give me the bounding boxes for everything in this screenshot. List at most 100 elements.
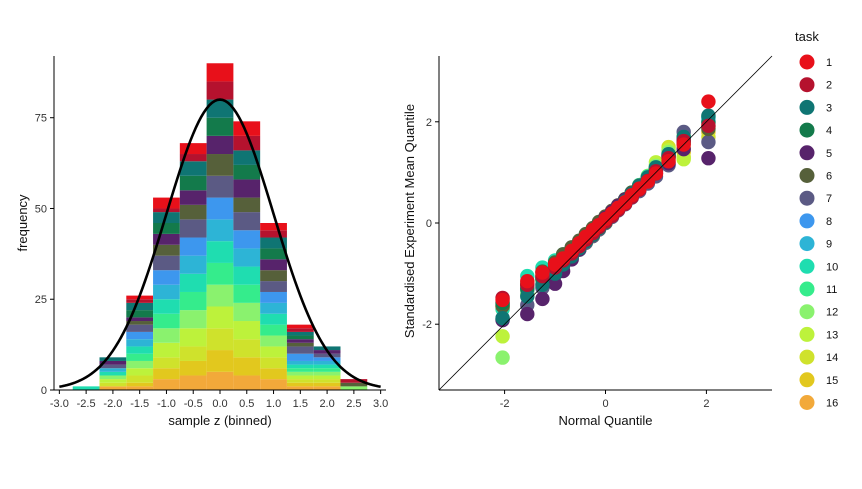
- histogram-bar-segment: [126, 324, 154, 332]
- legend-item: 4: [799, 122, 832, 138]
- histogram-bar-segment: [99, 382, 127, 387]
- histogram-bar-segment: [99, 375, 127, 380]
- legend-swatch: [799, 190, 815, 206]
- histogram-x-axis-title: sample z (binned): [168, 413, 271, 428]
- histogram-bar-segment: [313, 379, 341, 383]
- qq-point: [701, 134, 716, 150]
- histogram-bar-segment: [179, 190, 207, 205]
- legend-swatch: [799, 145, 815, 161]
- histogram-bar-segment: [126, 353, 154, 361]
- histogram-bar-segment: [233, 284, 261, 303]
- legend-label: 11: [826, 284, 837, 296]
- histogram-panel: -3.0 -2.5 -2.0 -1.5 -1.0 -0.5 0.0 0.5 1.0 1.5 2.0 2…: [15, 56, 388, 428]
- histogram-bar-segment: [179, 219, 207, 238]
- histogram-bar-segment: [99, 360, 127, 365]
- histogram-bar-segment: [286, 386, 314, 390]
- histogram-x-tick-label: 2.0: [319, 398, 334, 410]
- legend-label: 9: [826, 239, 832, 251]
- histogram-bar-segment: [286, 335, 314, 340]
- legend-item: 12: [799, 304, 838, 320]
- histogram-bar-segment: [179, 273, 207, 292]
- histogram-bar-segment: [126, 360, 154, 369]
- histogram-bar-segment: [286, 371, 314, 376]
- histogram-bar-segment: [313, 353, 341, 358]
- histogram-x-tick-label: -2.5: [77, 398, 96, 410]
- qq-x-tick-label: -2: [500, 398, 510, 410]
- histogram-y-ticks: 0 25 50 75: [35, 113, 54, 397]
- legend-label: 1: [826, 57, 832, 69]
- qq-point: [547, 276, 563, 291]
- histogram-bar-segment: [206, 241, 234, 263]
- legend-label: 15: [826, 375, 838, 387]
- histogram-bar-segment: [233, 179, 261, 198]
- qq-x-tick-label: 0: [602, 398, 608, 410]
- histogram-bar-segment: [153, 223, 180, 234]
- histogram-bar-segment: [260, 259, 287, 271]
- histogram-bars: [72, 63, 368, 390]
- qq-y-tick-label: 0: [426, 218, 432, 230]
- legend-item: 8: [799, 213, 832, 229]
- histogram-bar-segment: [153, 270, 180, 285]
- histogram-x-tick-label: -1.5: [130, 398, 149, 410]
- histogram-bar-segment: [286, 342, 314, 347]
- histogram-bar-segment: [179, 143, 207, 155]
- histogram-bar-segment: [233, 121, 261, 136]
- legend-label: 10: [826, 261, 838, 273]
- qq-point: [495, 350, 510, 365]
- histogram-bar-segment: [286, 353, 314, 361]
- histogram-bar-segment: [126, 339, 154, 347]
- histogram-bar-segment: [286, 379, 314, 383]
- qq-point: [495, 310, 510, 326]
- histogram-bar-segment: [233, 248, 261, 267]
- qq-point: [520, 306, 535, 322]
- qq-x-ticks: -2 0 2: [500, 390, 709, 410]
- histogram-bar-segment: [153, 342, 180, 358]
- qq-point: [661, 154, 676, 169]
- qq-y-tick-label: -2: [422, 319, 432, 331]
- histogram-bar-segment: [286, 328, 314, 332]
- density-curve: [59, 98, 381, 389]
- histogram-bar-segment: [126, 302, 154, 311]
- histogram-bar-segment: [286, 360, 314, 365]
- histogram-bar-segment: [179, 175, 207, 191]
- histogram-bar-segment: [126, 368, 154, 376]
- legend-swatch: [799, 77, 815, 93]
- legend-item: 10: [799, 258, 838, 274]
- histogram-bar-segment: [153, 368, 180, 380]
- histogram-bar-segment: [340, 382, 368, 387]
- qq-point: [520, 289, 535, 304]
- histogram-y-axis-title: frequency: [15, 194, 30, 252]
- qq-point: [701, 151, 716, 166]
- histogram-bar-segment: [153, 255, 180, 271]
- histogram-bar-segment: [260, 248, 287, 260]
- histogram-bar-segment: [313, 382, 341, 387]
- histogram-y-tick-label: 25: [35, 294, 47, 306]
- histogram-bar-segment: [233, 266, 261, 285]
- histogram-bar-segment: [286, 364, 314, 369]
- histogram-bar-segment: [126, 310, 154, 318]
- histogram-bar-segment: [286, 331, 314, 336]
- legend-item: 11: [799, 281, 837, 297]
- histogram-bar-segment: [206, 219, 234, 242]
- histogram-bar-segment: [260, 335, 287, 347]
- legend-label: 2: [826, 80, 832, 92]
- histogram-bar-segment: [72, 386, 100, 390]
- histogram-x-tick-label: 2.5: [346, 398, 361, 410]
- histogram-bar-segment: [260, 379, 287, 390]
- histogram-bar-segment: [206, 328, 234, 351]
- legend-swatch: [799, 395, 815, 410]
- qq-point: [520, 273, 535, 289]
- qq-x-tick-label: 2: [703, 398, 709, 410]
- histogram-bar-segment: [179, 360, 207, 376]
- histogram-x-tick-label: -1.0: [157, 398, 176, 410]
- histogram-bar-segment: [99, 379, 127, 383]
- histogram-bar-segment: [313, 357, 341, 361]
- histogram-bar-segment: [260, 313, 287, 325]
- histogram-bar-segment: [233, 197, 261, 213]
- qq-panel: -2 0 2 -2 0 2 Normal Quantile Standardised E…: [402, 55, 773, 428]
- qq-point: [701, 118, 716, 134]
- histogram-bar-segment: [206, 154, 234, 176]
